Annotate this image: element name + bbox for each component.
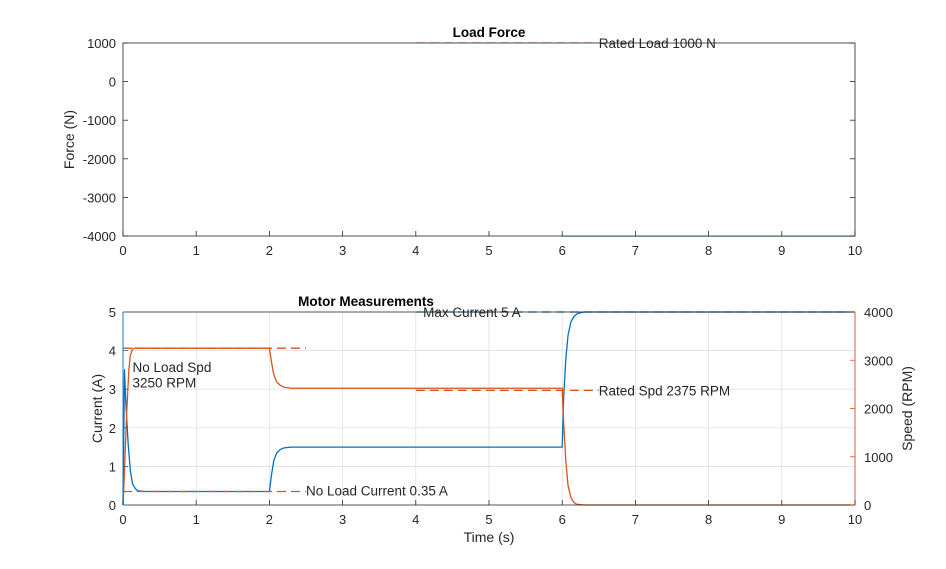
x-tick-label: 2 [266, 243, 273, 258]
y-tick-label: 0 [109, 75, 116, 90]
left-tick-label: 0 [109, 498, 116, 513]
motor-measurements-plot: 0 1 2 3 4 5 6 7 8 9 1001234501000200030004000Motor… [89, 294, 915, 545]
x-tick-label: 7 [632, 512, 639, 527]
y-tick-label: -2000 [83, 152, 116, 167]
right-tick-label: 2000 [864, 402, 893, 417]
x-tick-label: 4 [412, 243, 419, 258]
x-tick-label: 6 [559, 512, 566, 527]
series-line-1 [122, 347, 855, 506]
axes-box [122, 42, 856, 237]
left-tick-label: 2 [109, 421, 116, 436]
left-tick-label: 4 [109, 344, 116, 359]
annotation: Rated Spd 2375 RPM [599, 383, 730, 398]
x-tick-label: 9 [778, 243, 785, 258]
annotation: No Load Spd [133, 360, 212, 375]
annotation: No Load Current 0.35 A [306, 484, 448, 499]
chart-title: Motor Measurements [298, 294, 434, 309]
x-tick-label: 10 [848, 243, 862, 258]
load-force-plot: 0 1 2 3 4 5 6 7 8 9 10 -4000 -3000 -2000 -1000 0 1000 Loa… [61, 25, 862, 258]
left-tick-label: 5 [109, 305, 116, 320]
x-tick-label: 9 [778, 512, 785, 527]
x-tick-label: 7 [632, 243, 639, 258]
left-tick-label: 3 [109, 382, 116, 397]
y-axis-label: Force (N) [61, 110, 77, 169]
x-tick-label: 5 [485, 512, 492, 527]
x-tick-label: 4 [412, 512, 419, 527]
series-line-0 [122, 311, 855, 506]
x-tick-label: 0 [119, 512, 126, 527]
x-tick-label: 3 [339, 243, 346, 258]
right-axis-label: Speed (RPM) [899, 366, 915, 451]
x-axis-label: Time (s) [464, 529, 515, 545]
annotation: 3250 RPM [133, 375, 197, 390]
annotation: Rated Load 1000 N [599, 36, 716, 51]
y-tick-label: 1000 [87, 36, 116, 51]
right-tick-label: 0 [864, 498, 871, 513]
x-tick-label: 0 [119, 243, 126, 258]
x-tick-label: 5 [485, 243, 492, 258]
chart-title: Load Force [453, 25, 526, 40]
left-axis-label: Current (A) [89, 374, 105, 443]
x-tick-label: 1 [193, 512, 200, 527]
right-tick-label: 4000 [864, 305, 893, 320]
x-tick-label: 10 [848, 512, 862, 527]
y-tick-label: -1000 [83, 113, 116, 128]
x-tick-label: 6 [559, 243, 566, 258]
x-tick-label: 8 [705, 243, 712, 258]
x-tick-label: 8 [705, 512, 712, 527]
y-tick-label: -4000 [83, 229, 116, 244]
annotation: Max Current 5 A [423, 305, 521, 320]
x-tick-label: 3 [339, 512, 346, 527]
x-tick-label: 2 [266, 512, 273, 527]
y-tick-label: -3000 [83, 190, 116, 205]
right-tick-label: 1000 [864, 450, 893, 465]
x-tick-label: 1 [193, 243, 200, 258]
left-tick-label: 1 [109, 459, 116, 474]
right-tick-label: 3000 [864, 353, 893, 368]
